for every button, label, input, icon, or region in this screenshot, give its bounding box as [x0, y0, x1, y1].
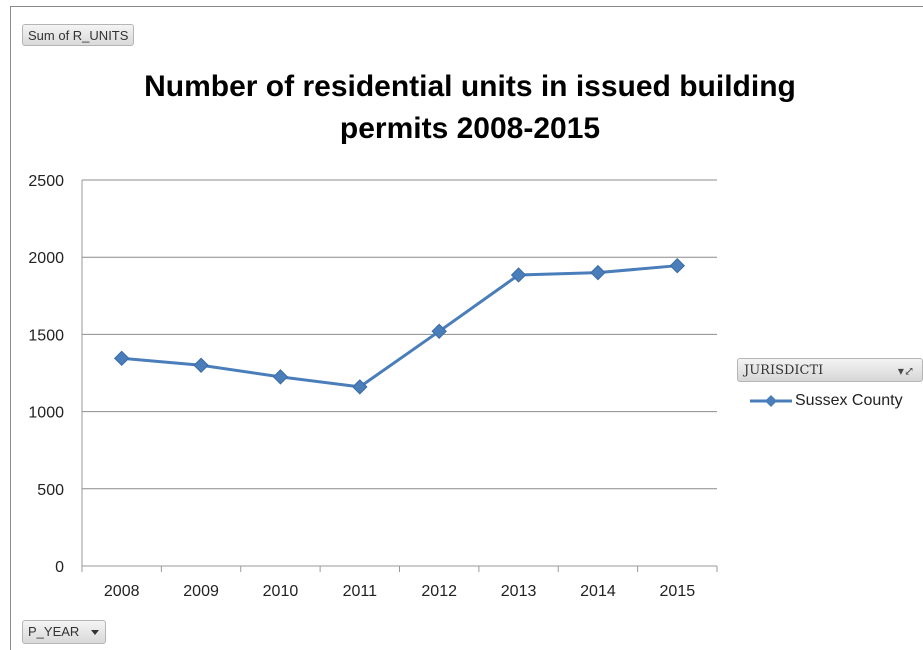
y-tick-label: 500 — [37, 482, 64, 499]
x-tick-label: 2009 — [183, 583, 219, 600]
legend-series-label: Sussex County — [795, 392, 903, 409]
legend-line-marker-icon — [750, 395, 792, 407]
chart-frame — [10, 6, 923, 650]
x-tick-label: 2011 — [343, 583, 378, 600]
y-tick-label: 0 — [55, 559, 64, 576]
y-tick-label: 2000 — [28, 250, 64, 267]
y-tick-label: 1000 — [28, 405, 64, 422]
x-tick-label: 2013 — [501, 583, 537, 600]
axis-field-label: P_YEAR — [28, 624, 80, 639]
legend-field-button[interactable]: JURISDICTI ▾⤢ — [737, 358, 923, 382]
data-point — [669, 257, 686, 274]
chart-title: Number of residential units in issued bu… — [144, 70, 796, 145]
legend-field-label: JURISDICTI — [744, 363, 824, 378]
axis-field-button[interactable]: P_YEAR — [22, 620, 107, 644]
data-point — [272, 369, 289, 385]
x-tick-label: 2014 — [580, 583, 616, 600]
x-tick-label: 2008 — [104, 583, 140, 600]
legend-entry: Sussex County — [750, 392, 903, 410]
chevron-down-icon[interactable] — [91, 630, 100, 635]
x-tick-label: 2010 — [263, 583, 299, 600]
filter-icon[interactable]: ▾⤢ — [897, 364, 914, 378]
values-field-button[interactable]: Sum of R_UNITS — [22, 24, 135, 46]
data-point — [113, 350, 130, 367]
y-tick-label: 1500 — [28, 327, 64, 344]
data-point — [590, 264, 606, 281]
data-point — [193, 357, 209, 373]
data-point — [431, 323, 447, 340]
series-line — [121, 264, 678, 389]
x-tick-label: 2015 — [660, 583, 696, 600]
data-point — [352, 379, 368, 395]
x-tick-label: 2012 — [421, 583, 457, 600]
data-point — [510, 267, 527, 283]
y-tick-label: 2500 — [28, 173, 64, 190]
